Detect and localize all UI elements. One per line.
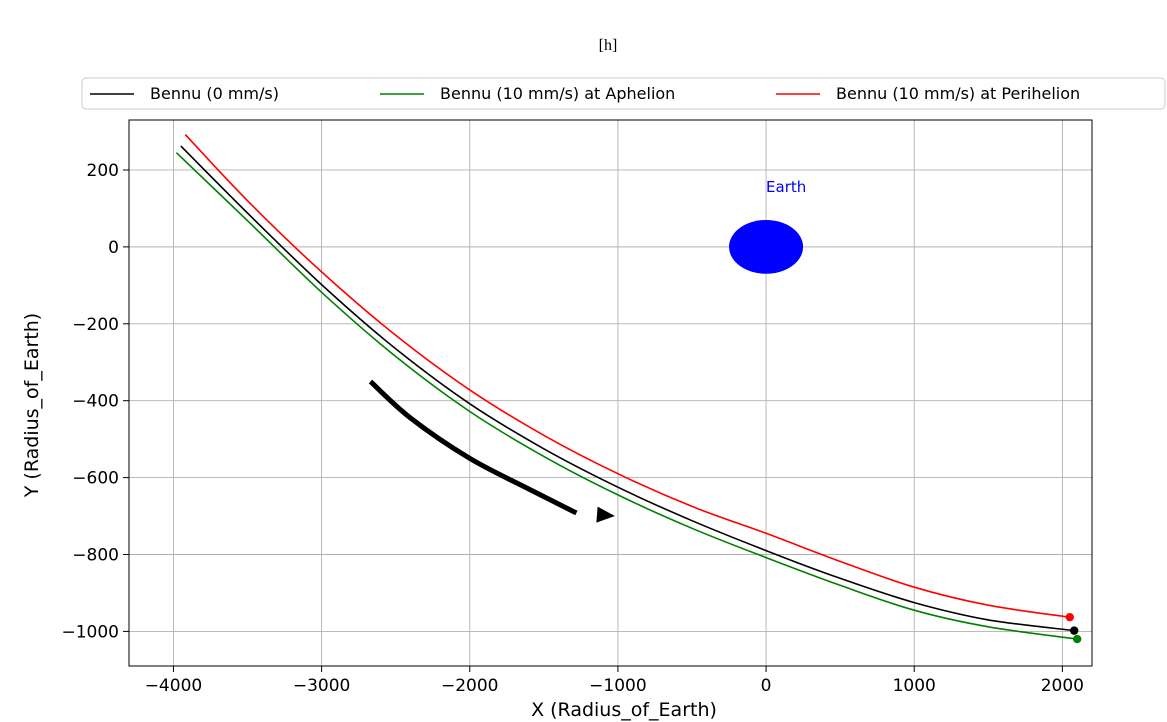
y-tick-label: 200 xyxy=(87,161,119,181)
y-axis: 200 0 −200 −400 −600 −800 −1000 xyxy=(61,161,129,642)
figure-caption: [h] xyxy=(599,37,618,54)
series-group xyxy=(175,134,1082,644)
y-tick-label: −200 xyxy=(72,315,119,335)
y-tick-label: 0 xyxy=(108,238,119,258)
x-axis: −4000 −3000 −2000 −1000 0 1000 2000 xyxy=(145,666,1084,696)
legend: Bennu (0 mm/s) Bennu (10 mm/s) at Aphelio… xyxy=(81,77,1166,110)
series-line-2 xyxy=(184,134,1070,618)
x-axis-title: X (Radius_of_Earth) xyxy=(531,699,717,721)
x-tick-label: −3000 xyxy=(293,676,351,696)
y-tick-label: −1000 xyxy=(61,622,119,642)
x-tick-label: 0 xyxy=(761,676,772,696)
y-tick-label: −400 xyxy=(72,392,119,412)
x-tick-label: 1000 xyxy=(893,676,936,696)
series-end-point-2 xyxy=(1065,612,1074,622)
series-end-point-0 xyxy=(1070,626,1079,635)
earth-label: Earth xyxy=(766,178,806,196)
series-line-1 xyxy=(175,152,1078,640)
legend-label-0: Bennu (0 mm/s) xyxy=(150,84,279,103)
plot-frame xyxy=(128,119,1093,667)
grid xyxy=(129,120,1092,666)
legend-box xyxy=(81,77,1166,110)
series-end-point-1 xyxy=(1072,634,1082,644)
y-tick-label: −800 xyxy=(72,545,119,565)
y-axis-title: Y (Radius_of_Earth) xyxy=(21,313,43,498)
y-tick-label: −600 xyxy=(72,469,119,489)
legend-label-1: Bennu (10 mm/s) at Aphelion xyxy=(440,84,675,103)
direction-arrow-head xyxy=(596,506,615,523)
series-line-0 xyxy=(180,145,1075,632)
x-tick-label: −4000 xyxy=(145,676,203,696)
x-tick-label: −2000 xyxy=(441,676,499,696)
x-tick-label: −1000 xyxy=(589,676,647,696)
earth-marker xyxy=(729,219,804,274)
direction-arrow-shaft xyxy=(368,379,578,516)
x-tick-label: 2000 xyxy=(1041,676,1084,696)
annotations: Earth xyxy=(368,178,806,523)
legend-label-2: Bennu (10 mm/s) at Perihelion xyxy=(836,84,1080,103)
